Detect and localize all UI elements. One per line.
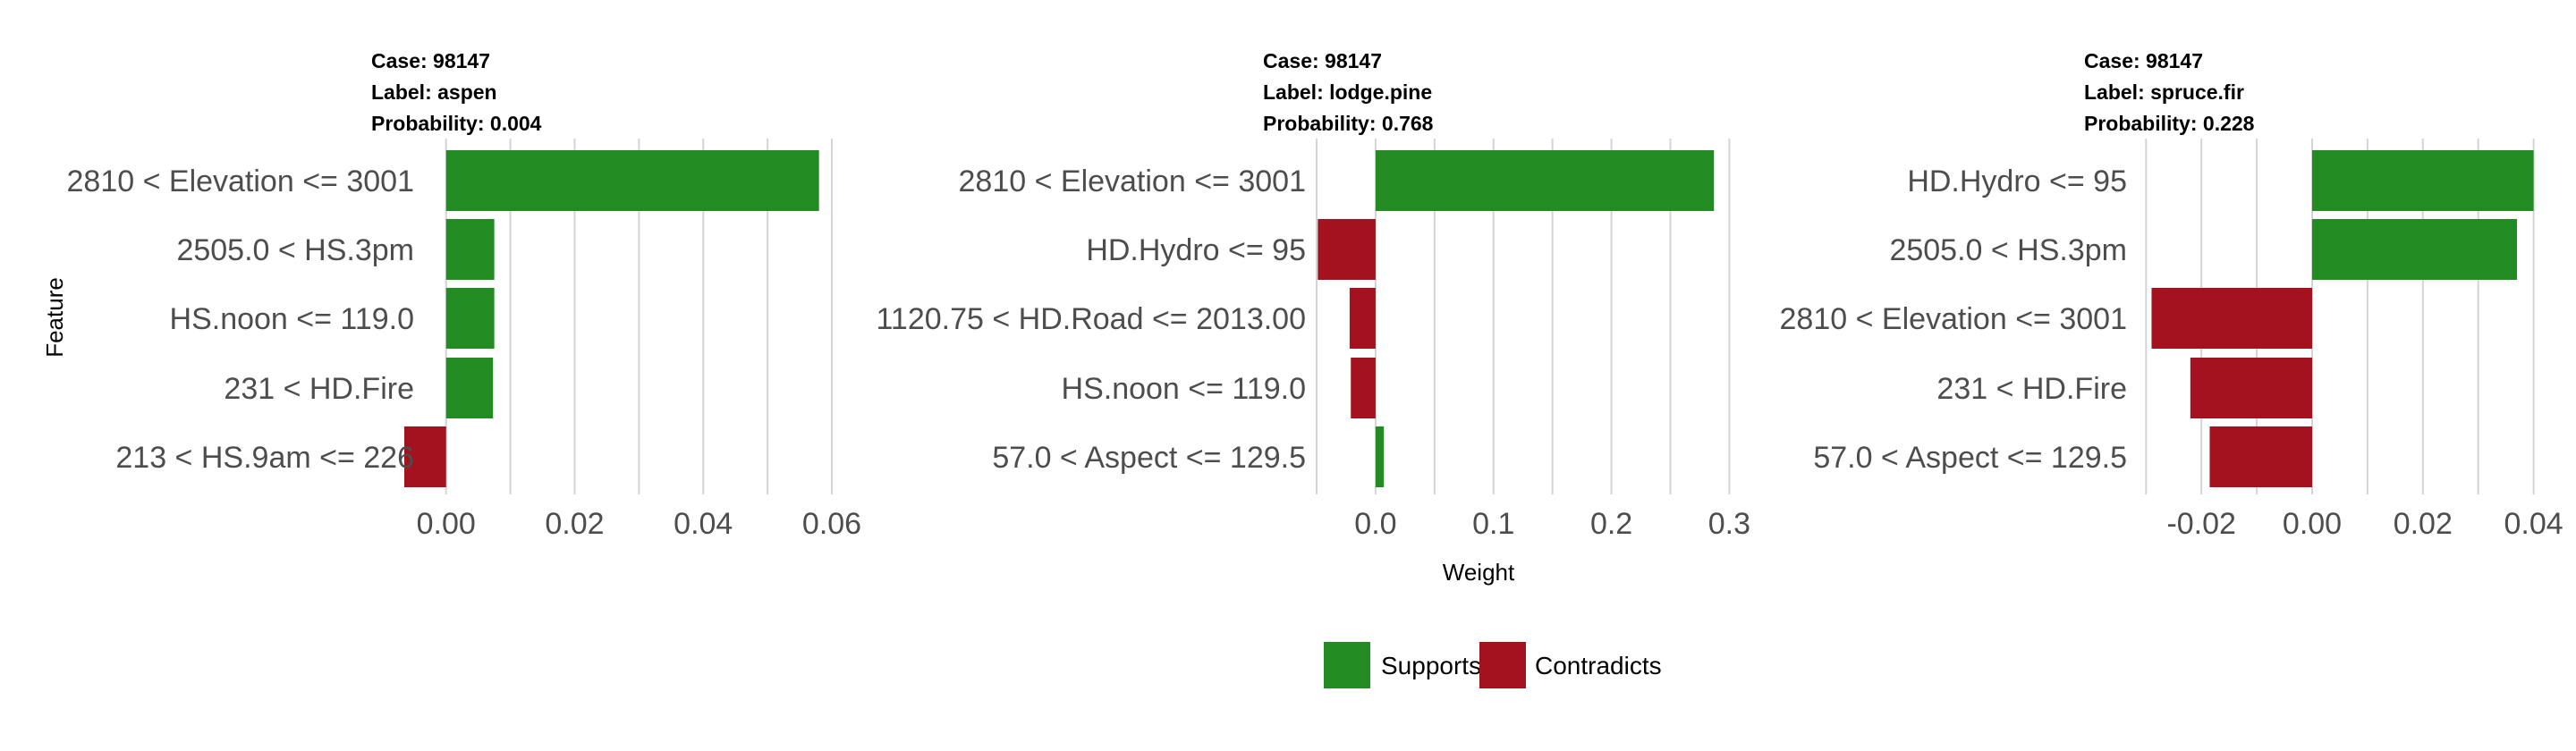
bar-supports <box>445 358 494 418</box>
bar-supports <box>445 288 495 349</box>
bar-supports <box>445 219 495 280</box>
legend-label-contradicts: Contradicts <box>1535 652 1662 679</box>
x-tick-label: 0.04 <box>2504 507 2563 541</box>
bar-supports <box>1375 150 1715 211</box>
panel-2: 2810 < Elevation <= 3001 HD.Hydro <= 95 11… <box>877 49 1751 541</box>
panel-3: HD.Hydro <= 95 2505.0 < HS.3pm 2810 < Elev… <box>1780 49 2563 541</box>
feature-label: HD.Hydro <= 95 <box>1086 233 1306 267</box>
panel-title-line: Label: lodge.pine <box>1263 80 1432 104</box>
x-tick-label: 0.2 <box>1590 507 1632 541</box>
bar-supports <box>445 150 819 211</box>
feature-label: 2505.0 < HS.3pm <box>1889 233 2127 267</box>
x-tick-label: 0.3 <box>1708 507 1750 541</box>
bar-contradicts <box>1351 358 1376 418</box>
x-tick-label: 0.00 <box>417 507 476 541</box>
feature-label: 57.0 < Aspect <= 129.5 <box>992 441 1306 475</box>
panel-title-line: Label: aspen <box>371 80 497 104</box>
panel-title-line: Case: 98147 <box>2084 49 2203 72</box>
bar-contradicts <box>403 426 446 487</box>
panel-1: 2810 < Elevation <= 3001 2505.0 < HS.3pm H… <box>67 49 862 541</box>
feature-label: 2505.0 < HS.3pm <box>176 233 414 267</box>
feature-label: 2810 < Elevation <= 3001 <box>67 165 415 198</box>
x-tick-label: 0.02 <box>2394 507 2453 541</box>
bar-contradicts <box>2190 358 2312 418</box>
feature-label: HD.Hydro <= 95 <box>1907 165 2127 198</box>
feature-label: 213 < HS.9am <= 226 <box>115 441 414 475</box>
y-axis-title: Feature <box>41 277 68 358</box>
x-tick-label: 0.06 <box>802 507 861 541</box>
feature-label: 2810 < Elevation <= 3001 <box>959 165 1307 198</box>
bar-contradicts <box>1349 288 1376 349</box>
x-tick-label: 0.00 <box>2283 507 2342 541</box>
legend-swatch-supports <box>1324 642 1370 688</box>
panel-title-line: Case: 98147 <box>371 49 490 72</box>
bar-contradicts <box>1318 219 1376 280</box>
legend-label-supports: Supports <box>1381 652 1481 679</box>
bar-supports <box>2312 219 2518 280</box>
x-tick-label: 0.0 <box>1354 507 1396 541</box>
feature-label: 231 < HD.Fire <box>224 372 414 406</box>
feature-label: 231 < HD.Fire <box>1936 372 2127 406</box>
feature-label: HS.noon <= 119.0 <box>170 302 414 336</box>
panel-title-line: Case: 98147 <box>1263 49 1382 72</box>
x-tick-label: 0.1 <box>1472 507 1514 541</box>
legend-swatch-contradicts <box>1479 642 1526 688</box>
legend: Supports Contradicts <box>1324 642 1662 688</box>
x-tick-label: -0.02 <box>2166 507 2236 541</box>
x-axis-title: Weight <box>1443 559 1515 586</box>
panel-title-line: Label: spruce.fir <box>2084 80 2244 104</box>
bar-supports <box>1375 426 1385 487</box>
bar-contradicts <box>2209 426 2312 487</box>
panel-title-line: Probability: 0.228 <box>2084 112 2255 135</box>
feature-label: HS.noon <= 119.0 <box>1062 372 1306 406</box>
panel-title-line: Probability: 0.004 <box>371 112 542 135</box>
bar-supports <box>2312 150 2534 211</box>
feature-label: 2810 < Elevation <= 3001 <box>1780 302 2128 336</box>
x-tick-label: 0.04 <box>674 507 733 541</box>
panel-title-line: Probability: 0.768 <box>1263 112 1434 135</box>
x-tick-label: 0.02 <box>545 507 604 541</box>
feature-label: 57.0 < Aspect <= 129.5 <box>1813 441 2127 475</box>
bar-contradicts <box>2151 288 2312 349</box>
feature-label: 1120.75 < HD.Road <= 2013.00 <box>877 302 1306 336</box>
